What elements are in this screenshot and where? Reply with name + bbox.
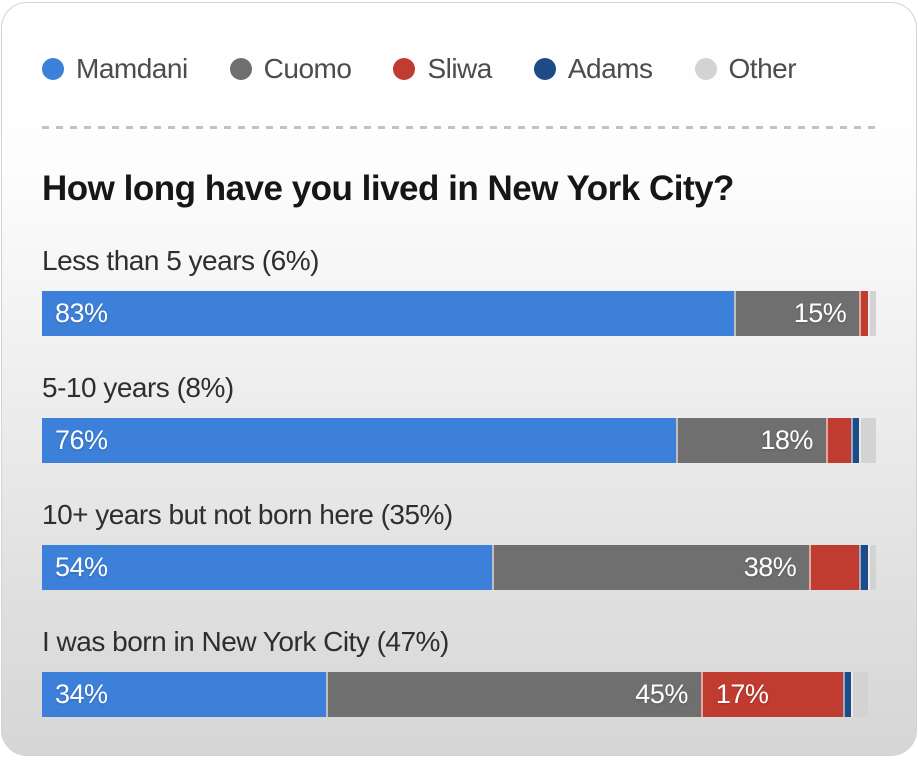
legend-item-sliwa: Sliwa: [393, 53, 492, 85]
category-label: I was born in New York City (47%): [42, 626, 449, 657]
segment-value-label: 45%: [635, 679, 688, 709]
segment-value-label: 15%: [793, 298, 847, 328]
bar-segment-sliwa: [809, 545, 860, 590]
legend: Mamdani Cuomo Sliwa Adams Other: [42, 3, 876, 85]
legend-swatch-icon: [694, 58, 717, 80]
legend-swatch-icon: [393, 58, 416, 80]
segment-value-label: 76%: [55, 425, 108, 455]
bar-segment-cuomo: 45%: [325, 672, 701, 717]
legend-swatch-icon: [229, 58, 252, 80]
legend-item-other: Other: [694, 53, 797, 85]
legend-item-label: Mamdani: [76, 53, 188, 84]
bar-segment-other: [867, 545, 876, 590]
dashed-divider: [42, 126, 876, 129]
bar-segment-mamdani: 54%: [42, 545, 493, 590]
bar-segment-cuomo: 18%: [675, 418, 826, 463]
bar-segment-other: [859, 418, 876, 463]
bar-segment-sliwa: [859, 291, 868, 336]
bar-group: I was born in New York City (47%) 34% 45% 1…: [42, 626, 876, 717]
bar-segment-mamdani: 76%: [42, 418, 676, 463]
bar-row: 34% 45% 17%: [42, 672, 876, 717]
bar-group: Less than 5 years (6%) 83% 15%: [42, 245, 876, 336]
bar-row: 83% 15%: [42, 291, 876, 336]
bar-group: 10+ years but not born here (35%) 54% 38%: [42, 499, 876, 590]
segment-value-label: 34%: [55, 679, 108, 709]
bar-segment-cuomo: 15%: [734, 291, 860, 336]
legend-item-cuomo: Cuomo: [229, 53, 352, 85]
legend-item-label: Adams: [567, 53, 653, 84]
bar-group: 5-10 years (8%) 76% 18%: [42, 372, 876, 463]
bar-row: 54% 38%: [42, 545, 876, 590]
legend-item-label: Cuomo: [263, 53, 352, 84]
chart-title: How long have you lived in New York City…: [42, 169, 734, 208]
legend-item-adams: Adams: [533, 53, 653, 85]
segment-value-label: 18%: [760, 425, 813, 455]
segment-value-label: 54%: [55, 552, 108, 582]
bar-segment-other: [867, 291, 876, 336]
category-label: Less than 5 years (6%): [42, 245, 319, 276]
segment-value-label: 17%: [715, 679, 769, 709]
bar-segment-sliwa: [825, 418, 851, 463]
legend-swatch-icon: [533, 58, 556, 80]
bar-segment-adams: [842, 672, 851, 717]
bar-segment-mamdani: 34%: [42, 672, 326, 717]
bar-segment-other: [850, 672, 868, 717]
bar-segment-adams: [850, 418, 860, 463]
bar-segment-mamdani: 83%: [42, 291, 735, 336]
bar-segment-sliwa: 17%: [700, 672, 843, 717]
category-label: 10+ years but not born here (35%): [42, 499, 453, 530]
legend-item-label: Sliwa: [427, 53, 492, 84]
category-label: 5-10 years (8%): [42, 372, 234, 403]
segment-value-label: 38%: [743, 552, 797, 582]
segment-value-label: 83%: [55, 298, 108, 328]
bar-segment-cuomo: 38%: [492, 545, 810, 590]
legend-item-label: Other: [728, 53, 797, 84]
bar-row: 76% 18%: [42, 418, 876, 463]
legend-swatch-icon: [42, 58, 64, 80]
legend-item-mamdani: Mamdani: [42, 53, 188, 85]
bar-chart: Less than 5 years (6%) 83% 15% 5-10 years (…: [42, 245, 876, 717]
bar-segment-adams: [859, 545, 868, 590]
